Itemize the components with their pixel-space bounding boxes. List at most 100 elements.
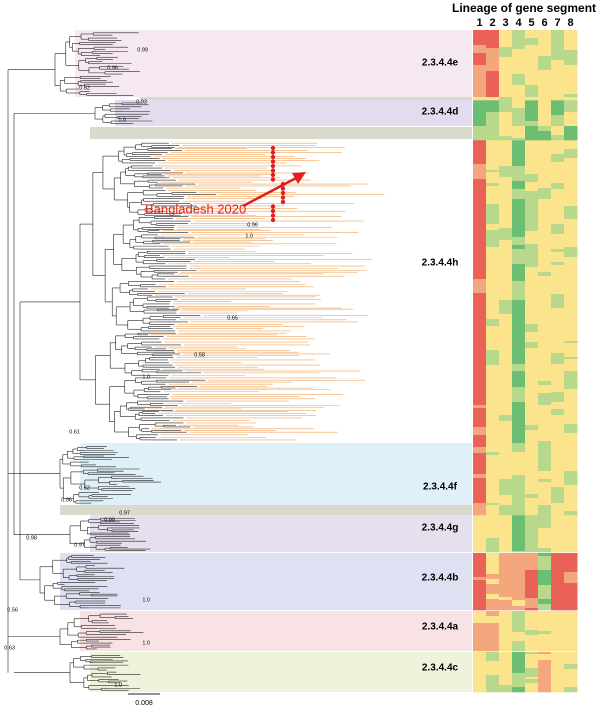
heat-cell — [564, 520, 578, 536]
heat-cell — [512, 97, 526, 101]
heat-cell — [486, 473, 500, 488]
heat-cell — [473, 645, 487, 652]
heat-cell — [473, 580, 487, 586]
heat-cell — [538, 646, 552, 652]
heat-cell — [512, 89, 526, 94]
heat-cell — [499, 421, 513, 430]
heat-cell — [551, 183, 565, 188]
heat-cell — [538, 427, 552, 442]
heat-cell — [538, 479, 552, 483]
heat-cell — [525, 293, 539, 307]
heat-cell — [473, 88, 487, 98]
heat-cell — [486, 515, 500, 530]
heat-cell — [538, 505, 552, 516]
heat-cell — [499, 685, 513, 693]
heat-cell — [473, 491, 487, 504]
heat-cell — [499, 555, 513, 570]
heat-cell — [551, 68, 565, 74]
heat-cell — [551, 297, 565, 309]
heat-cell — [551, 276, 565, 283]
heat-cell — [499, 600, 513, 605]
heat-cell — [512, 245, 526, 250]
heat-cell — [551, 320, 565, 333]
heat-cell — [486, 60, 500, 72]
heat-cell — [525, 142, 539, 145]
heat-cell — [473, 631, 487, 646]
heatmap — [473, 30, 578, 693]
heat-cell — [564, 515, 578, 521]
heat-cell — [512, 39, 526, 50]
heat-cell — [486, 455, 500, 465]
heat-cell — [512, 305, 526, 308]
support-value: 0.61 — [69, 429, 80, 435]
heat-cell — [473, 317, 487, 333]
heat-cell — [525, 30, 539, 39]
heat-cell — [499, 47, 513, 58]
heat-cell — [525, 570, 539, 578]
heat-cell — [486, 196, 500, 205]
heat-cell — [525, 652, 539, 655]
heat-cell — [486, 396, 500, 408]
heat-cell — [499, 177, 513, 182]
scale-bar-label: 0.008 — [135, 700, 153, 707]
heat-cell — [525, 60, 539, 67]
heat-cell — [525, 467, 539, 470]
heat-cell — [564, 450, 578, 463]
heat-cell — [551, 609, 565, 611]
heat-cell — [499, 128, 513, 137]
heat-cell — [551, 667, 565, 683]
heat-cell — [512, 660, 526, 674]
heat-cell — [512, 125, 526, 127]
heat-cell — [512, 49, 526, 58]
heat-cell — [551, 162, 565, 166]
heat-cell — [512, 93, 526, 98]
heat-cell — [525, 275, 539, 282]
heat-cell — [564, 286, 578, 299]
clade-band — [90, 652, 472, 692]
heat-cell — [525, 425, 539, 431]
heat-cell — [551, 208, 565, 214]
heat-cell — [551, 60, 565, 69]
heat-cell — [499, 88, 513, 98]
heat-cell — [564, 277, 578, 287]
heat-cell — [499, 168, 513, 178]
heat-cell — [512, 632, 526, 642]
heat-cell — [551, 437, 565, 444]
heat-cell — [499, 164, 513, 167]
heat-cell — [499, 505, 513, 516]
heat-cell — [499, 323, 513, 328]
support-value: 0.58 — [194, 352, 205, 358]
heat-cell — [564, 371, 578, 383]
heat-cell — [551, 682, 565, 693]
heat-cell — [473, 179, 487, 195]
heat-cell — [486, 690, 500, 693]
heat-cell — [564, 433, 578, 440]
heat-cell — [538, 535, 552, 549]
column-label: 2 — [489, 17, 495, 29]
heat-cell — [538, 684, 552, 687]
heat-cell — [551, 429, 565, 438]
heat-cell — [486, 249, 500, 264]
heat-cell — [512, 62, 526, 75]
labels: 1 2 3 4 5 6 7 8 2.3.4.4e 2.3.4.4d 2.3.4.4h 2.3.4.4f… — [4, 17, 573, 689]
heat-cell — [512, 264, 526, 273]
heat-cell — [512, 649, 526, 652]
heat-cell — [486, 505, 500, 514]
heat-cell — [473, 503, 487, 506]
heat-cell — [512, 290, 526, 301]
heat-cell — [538, 686, 552, 693]
clade-label: 2.3.4.4d — [422, 107, 459, 118]
heat-cell — [525, 378, 539, 387]
heat-cell — [564, 298, 578, 307]
heat-cell — [512, 30, 526, 40]
heat-cell — [512, 234, 526, 238]
heat-cell — [538, 278, 552, 292]
gray-band — [60, 505, 472, 515]
heat-cell — [525, 555, 539, 571]
heat-cell — [538, 119, 552, 125]
heat-cell — [473, 30, 487, 46]
heat-cell — [499, 300, 513, 315]
heat-cell — [486, 385, 500, 397]
heat-cell — [538, 664, 552, 670]
heat-cell — [473, 595, 487, 609]
